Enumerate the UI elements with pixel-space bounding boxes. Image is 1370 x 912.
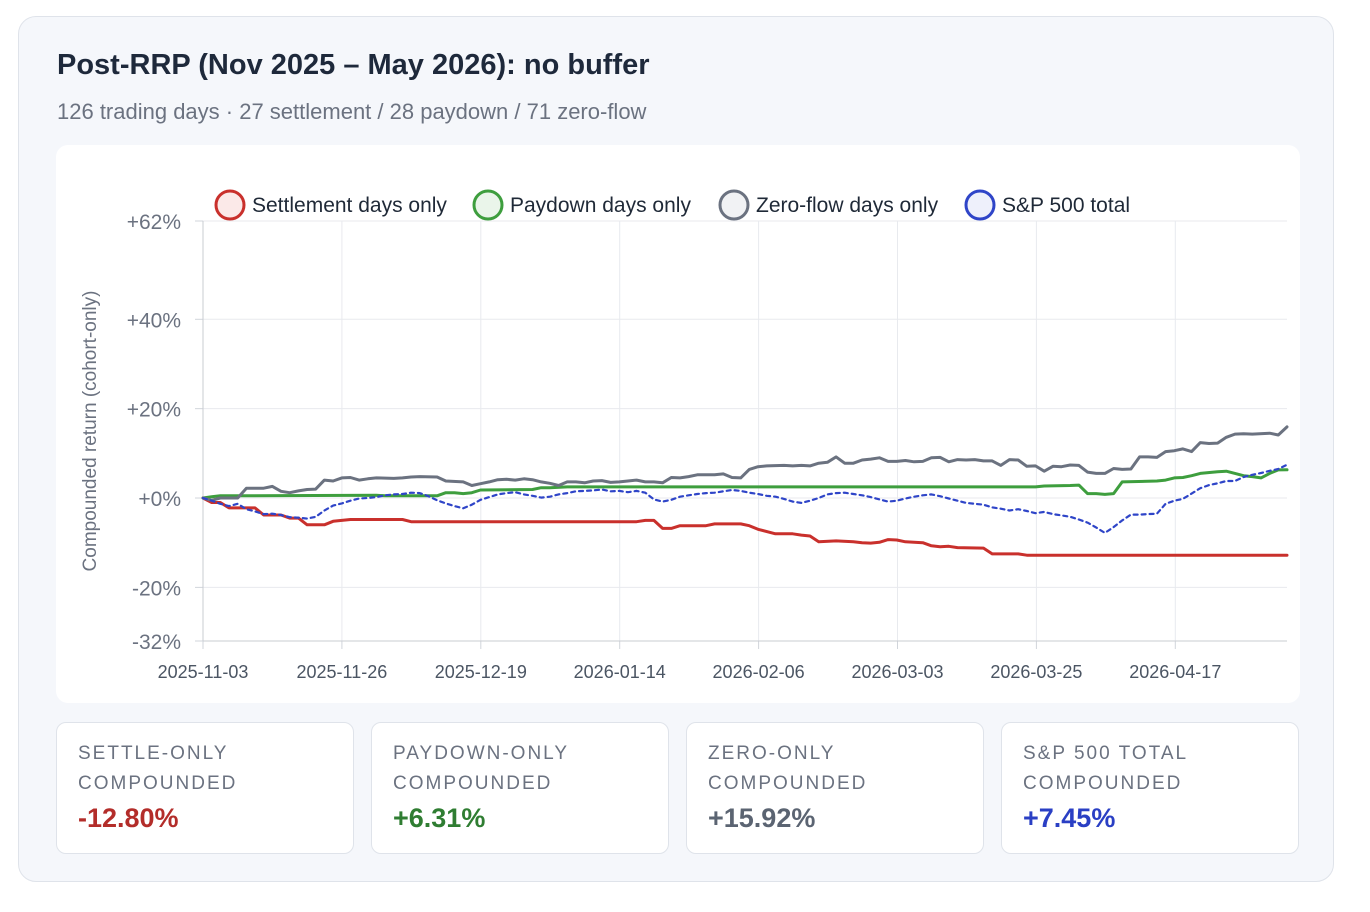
y-tick-label: -20% (132, 577, 181, 600)
stat-card-sp500: S&P 500 total compounded +7.45% (1001, 722, 1299, 854)
y-tick-label: +62% (127, 211, 181, 234)
series-line-zeroflow (201, 425, 1289, 502)
stat-card-zeroflow: Zero-only compounded +15.92% (686, 722, 984, 854)
x-tick-label: 2026-03-03 (851, 662, 943, 682)
chart-panel: +62% +40% +20% +0% -20% -32% 2025-11-03 2025-11… (56, 145, 1300, 703)
legend-swatch-sp500 (964, 189, 996, 221)
line-chart: +62% +40% +20% +0% -20% -32% 2025-11-03 2025-11… (80, 189, 1289, 682)
stat-label: S&P 500 total compounded (1023, 743, 1188, 794)
stats-row: Settle-only compounded -12.80% Paydown-o… (56, 722, 1300, 854)
stat-label: Settle-only compounded (78, 743, 238, 794)
x-tick-label: 2026-03-25 (990, 662, 1082, 682)
series-line-sp500 (201, 463, 1289, 534)
legend-label-sp500[interactable]: S&P 500 total (1002, 194, 1130, 217)
legend: Settlement days only Paydown days only Zer… (214, 189, 1130, 221)
x-tick-label: 2025-11-03 (158, 662, 249, 682)
card-title: Post-RRP (Nov 2025 – May 2026): no buffe… (57, 49, 650, 81)
legend-label-paydown[interactable]: Paydown days only (510, 194, 691, 217)
stat-value: +7.45% (1023, 803, 1116, 833)
stat-value: +15.92% (708, 803, 816, 833)
y-tick-label: +20% (127, 399, 181, 422)
stat-label: Paydown-only compounded (393, 743, 569, 794)
x-tick-label: 2026-04-17 (1129, 662, 1221, 682)
stat-card-paydown: Paydown-only compounded +6.31% (371, 722, 669, 854)
legend-swatch-paydown (472, 189, 504, 221)
axes: +62% +40% +20% +0% -20% -32% 2025-11-03 2025-11… (80, 211, 1287, 682)
series-lines (201, 425, 1289, 557)
stat-value: +6.31% (393, 803, 486, 833)
x-tick-label: 2026-02-06 (713, 662, 805, 682)
stat-value: -12.80% (78, 803, 179, 833)
legend-label-zeroflow[interactable]: Zero-flow days only (756, 194, 939, 217)
series-line-paydown (201, 468, 1289, 500)
y-tick-label: +40% (127, 309, 181, 332)
legend-swatch-zeroflow (718, 189, 750, 221)
y-tick-label: +0% (138, 488, 181, 511)
grid-lines (202, 220, 1287, 642)
legend-label-settlement[interactable]: Settlement days only (252, 194, 447, 217)
x-tick-label: 2025-12-19 (435, 662, 527, 682)
legend-swatch-settlement (214, 189, 246, 221)
x-tick-label: 2026-01-14 (574, 662, 666, 682)
card-subtitle: 126 trading days · 27 settlement / 28 pa… (57, 99, 647, 124)
chart-card: Post-RRP (Nov 2025 – May 2026): no buffe… (18, 16, 1334, 882)
stat-label: Zero-only compounded (708, 743, 868, 794)
x-tick-label: 2025-11-26 (297, 662, 388, 682)
y-axis-label: Compounded return (cohort-only) (80, 291, 101, 572)
stat-card-settlement: Settle-only compounded -12.80% (56, 722, 354, 854)
series-line-settlement (201, 496, 1289, 557)
y-tick-label: -32% (132, 631, 181, 654)
